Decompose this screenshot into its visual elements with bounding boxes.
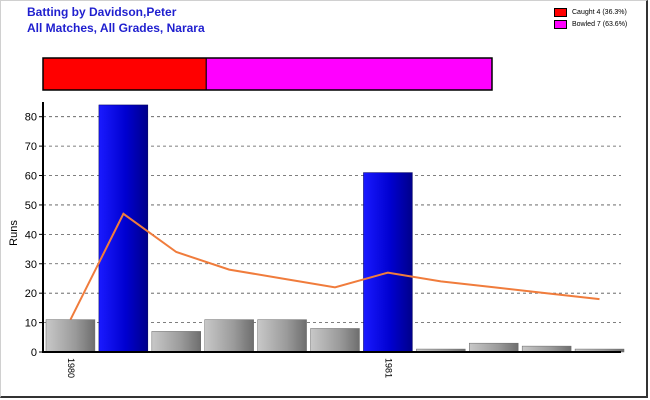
bar-2 (98, 104, 149, 353)
bar-5 (257, 319, 307, 353)
dismissal-bar-outline (42, 57, 493, 91)
y-tick-label: 70 (25, 141, 37, 153)
y-tick-label: 0 (31, 347, 37, 359)
dismissal-bar (42, 57, 493, 91)
y-tick-label: 60 (25, 171, 37, 183)
y-tick-label: 30 (25, 259, 37, 271)
dismissal-segment-bowled (205, 57, 493, 91)
axes: 0 10 20 30 40 50 60 70 80 1980 1981 (25, 102, 621, 378)
average-line-series (69, 212, 600, 321)
y-tick-label: 10 (25, 318, 37, 330)
bar-7 (363, 172, 413, 353)
legend-label-caught: Caught 4 (36.3%) (572, 8, 627, 16)
x-tick-label: 1981 (383, 358, 393, 378)
bar-series (45, 104, 625, 353)
y-axis-label: Runs (8, 220, 20, 246)
bar-4 (204, 319, 254, 353)
x-tick-label: 1980 (66, 358, 76, 378)
chart-title: Batting by Davidson,Peter (27, 5, 177, 19)
bar-3 (151, 331, 201, 353)
dismissal-segment-caught (42, 57, 207, 91)
legend-label-bowled: Bowled 7 (63.6%) (572, 20, 628, 28)
chart-subtitle: All Matches, All Grades, Narara (27, 21, 205, 35)
y-tick-label: 20 (25, 288, 37, 300)
legend-swatch-bowled (554, 19, 567, 29)
bar-9 (469, 342, 519, 353)
y-tick-label: 80 (25, 112, 37, 124)
y-tick-label: 50 (25, 200, 37, 212)
average-line (69, 212, 600, 321)
bar-1 (45, 319, 96, 353)
legend-item-caught: Caught 4 (36.3%) (554, 6, 627, 18)
legend-item-bowled: Bowled 7 (63.6%) (554, 18, 627, 30)
legend: Caught 4 (36.3%) Bowled 7 (63.6%) (554, 6, 627, 30)
y-tick-label: 40 (25, 229, 37, 241)
bar-6 (310, 328, 360, 353)
legend-swatch-caught (554, 7, 567, 17)
